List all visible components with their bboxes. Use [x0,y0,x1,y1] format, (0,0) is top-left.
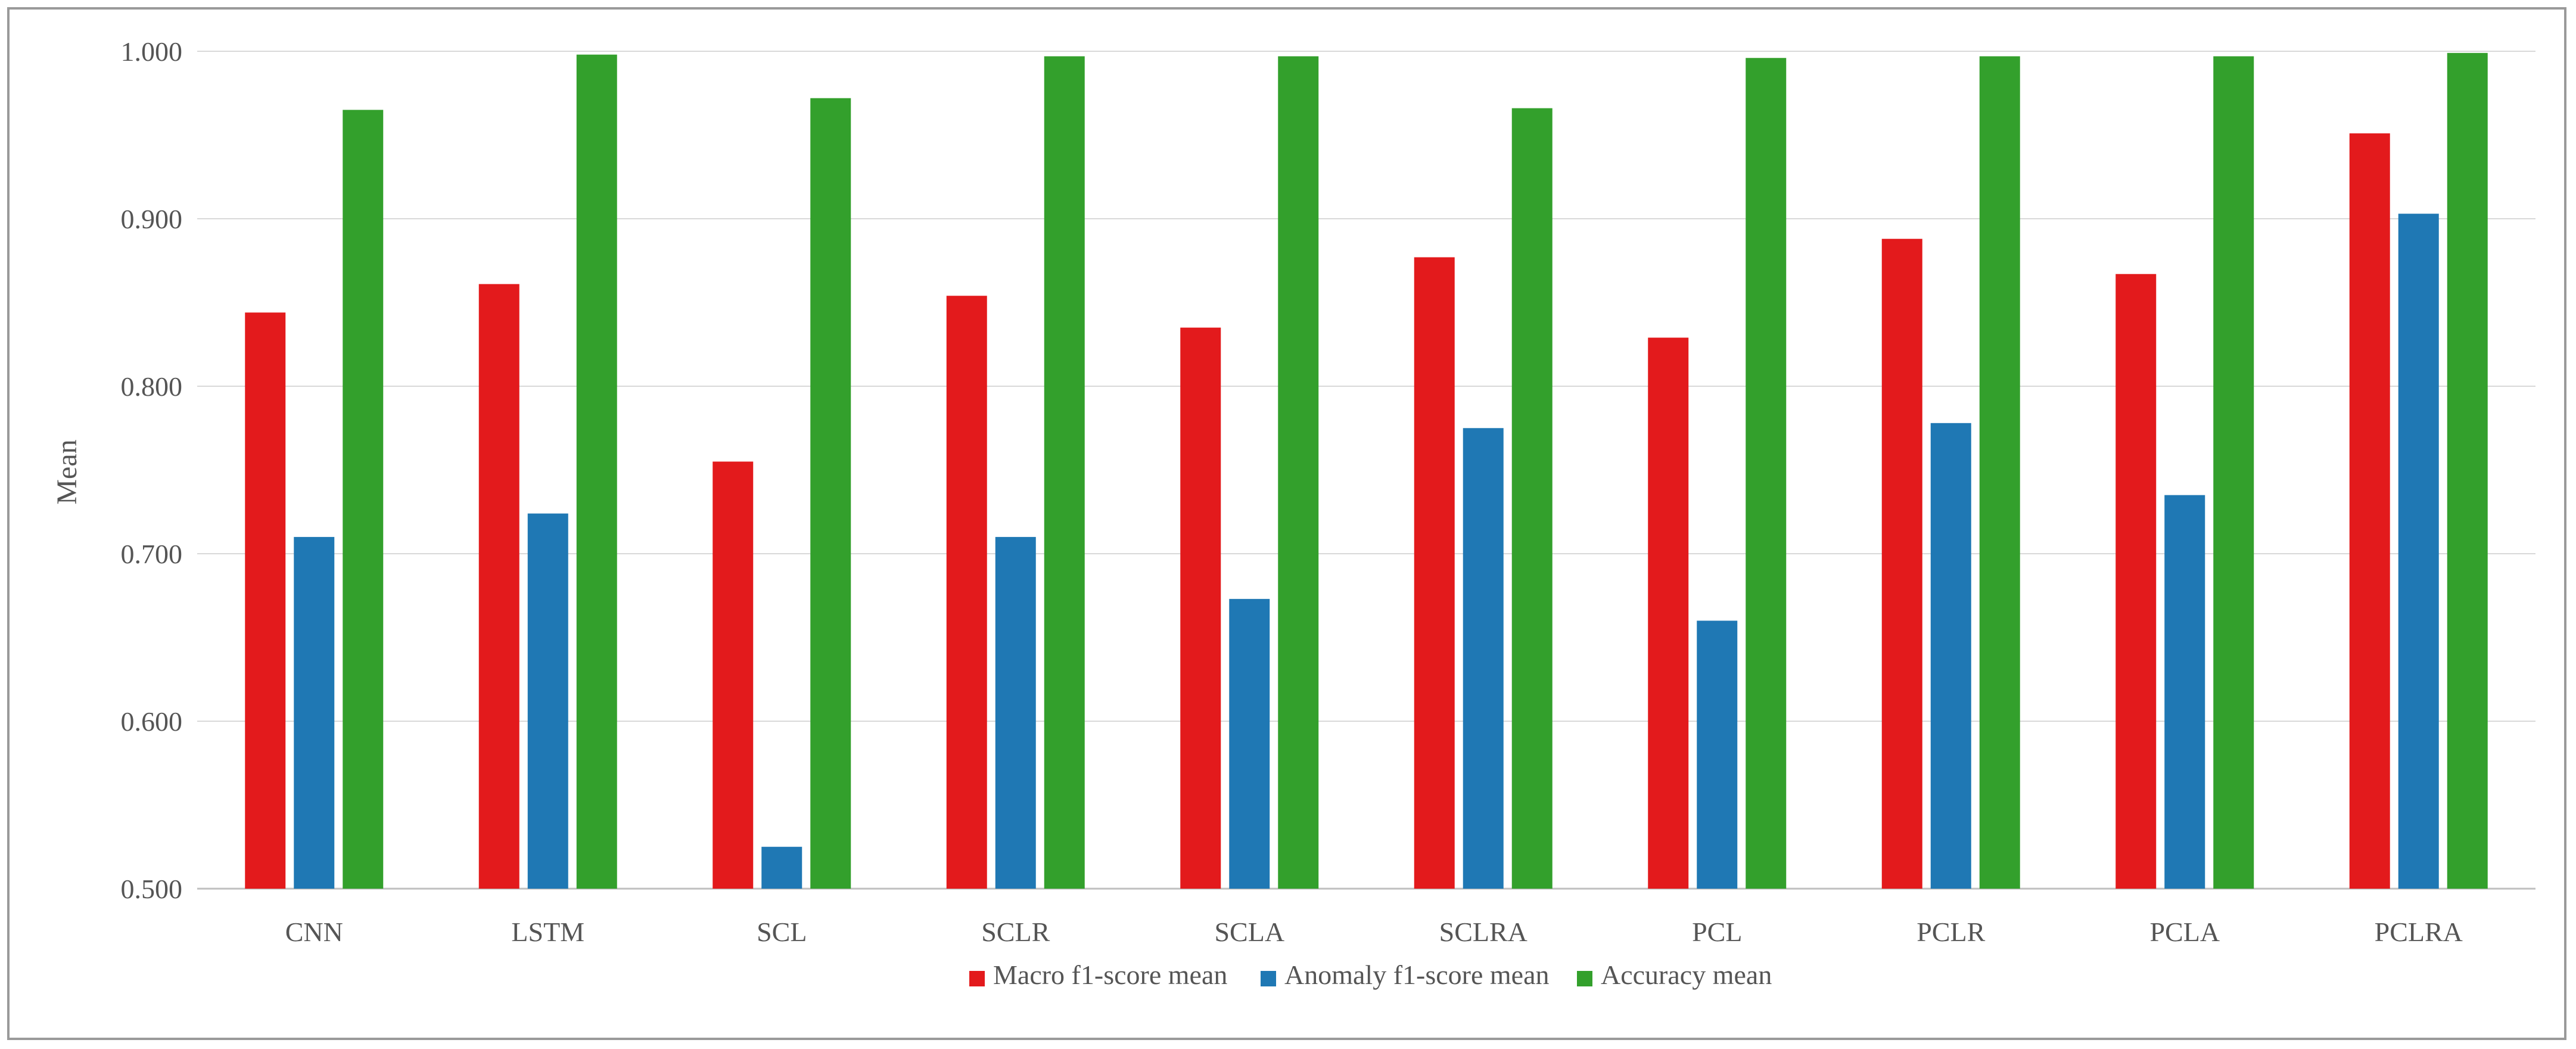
bar-pclr-series-2 [1930,423,1971,889]
bar-pclra-series-2 [2398,213,2439,889]
x-tick-label-scla: SCLA [1214,917,1284,947]
x-tick-label-cnn: CNN [285,917,343,947]
bar-lstm-series-3 [576,54,617,889]
x-tick-label-scl: SCL [757,917,807,947]
bar-pcla-series-3 [2213,56,2254,889]
chart-frame: 0.500 0.600 0.700 0.800 0.900 1.000 CNN LSTM SCL… [7,7,2566,1040]
bar-sclr-series-2 [995,536,1036,889]
legend-label-3: Accuracy mean [1601,960,1772,990]
bar-cnn-series-3 [343,110,384,889]
x-tick-label-sclr: SCLR [981,917,1050,947]
y-tick-label: 1.000 [121,36,183,67]
x-tick-label-lstm: LSTM [511,917,584,947]
bar-scl-series-2 [761,846,802,889]
bar-scla-series-2 [1229,598,1270,889]
y-tick-label: 0.500 [121,874,183,904]
legend: Macro f1-score mean Anomaly f1-score mean… [969,960,1772,990]
bar-sclra-series-1 [1414,257,1455,889]
x-tick-label-pcl: PCL [1692,917,1742,947]
x-tick-label-pclr: PCLR [1917,917,1985,947]
y-tick-label: 0.600 [121,706,183,737]
legend-label-2: Anomaly f1-score mean [1284,960,1550,990]
bar-pclr-series-3 [1979,56,2020,889]
bar-pcl-series-1 [1648,337,1689,889]
bar-chart: 0.500 0.600 0.700 0.800 0.900 1.000 CNN LSTM SCL… [51,36,2535,990]
bar-scl-series-3 [810,98,851,889]
bar-scla-series-3 [1278,56,1319,889]
bars [245,52,2488,889]
y-tick-label: 0.700 [121,539,183,569]
bar-pcl-series-3 [1746,58,1787,889]
y-tick-label: 0.800 [121,371,183,402]
bar-sclr-series-3 [1044,56,1085,889]
bar-cnn-series-1 [245,312,286,889]
bar-pcla-series-1 [2115,274,2157,889]
bar-pcla-series-2 [2164,495,2205,889]
bar-lstm-series-2 [527,513,568,889]
bar-scl-series-1 [713,461,754,889]
bar-sclr-series-1 [946,296,987,889]
bar-scla-series-1 [1180,327,1221,889]
bar-sclra-series-2 [1463,428,1504,889]
bar-cnn-series-2 [294,536,335,889]
legend-label-1: Macro f1-score mean [993,960,1227,990]
bar-pclra-series-1 [2349,133,2390,889]
legend-swatch-1 [969,971,985,986]
bar-pclr-series-1 [1881,238,1922,889]
legend-swatch-3 [1577,971,1592,986]
y-axis-title: Mean [51,439,83,504]
y-tick-label: 0.900 [121,204,183,234]
axes: 0.500 0.600 0.700 0.800 0.900 1.000 CNN LSTM SCL… [121,36,2463,947]
x-tick-label-pclra: PCLRA [2375,917,2463,947]
x-tick-label-sclra: SCLRA [1439,917,1527,947]
bar-sclra-series-3 [1511,108,1553,889]
bar-pcl-series-2 [1697,620,1738,889]
x-tick-label-pcla: PCLA [2149,917,2220,947]
bar-lstm-series-1 [478,284,519,889]
legend-swatch-2 [1261,971,1276,986]
bar-pclra-series-3 [2447,52,2488,889]
